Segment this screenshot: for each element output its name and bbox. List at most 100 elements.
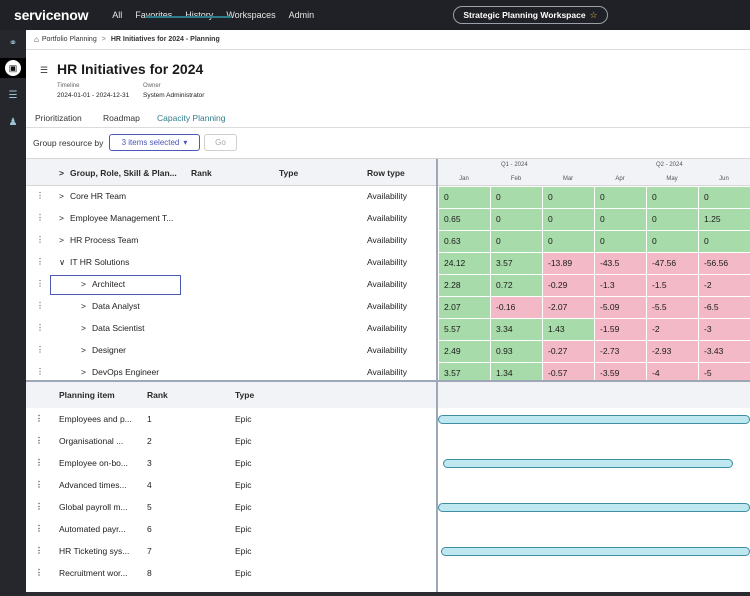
capacity-cell[interactable]: 1.34 [491,363,542,384]
chevron-right-icon[interactable]: > [81,367,86,377]
capacity-cell[interactable]: 0 [439,187,490,208]
more-options-icon[interactable]: ⋮ [35,414,43,423]
nav-favorites[interactable]: Favorites [135,10,173,20]
more-options-icon[interactable]: ⋮ [35,546,43,555]
expand-all-icon[interactable]: > [59,168,64,178]
chevron-right-icon[interactable]: > [81,301,86,311]
star-icon[interactable]: ☆ [589,9,598,20]
chevron-right-icon[interactable]: > [59,191,64,201]
chevron-right-icon[interactable]: > [81,323,86,333]
nav-admin[interactable]: Admin [288,10,315,20]
more-options-icon[interactable]: ⋮ [35,524,43,533]
chevron-down-icon[interactable]: ∨ [59,257,66,267]
planning-item-name[interactable]: Organisational ... [59,436,124,446]
more-options-icon[interactable]: ⋮ [35,568,43,577]
drag-handle-icon[interactable]: ⋮ [36,257,44,266]
capacity-cell[interactable]: -3.43 [699,341,750,362]
capacity-cell[interactable]: -5.5 [647,297,698,318]
home-icon[interactable]: ⌂ [34,35,39,44]
servicenow-logo[interactable]: servicenow [14,7,89,23]
capacity-cell[interactable]: -3 [699,319,750,340]
drag-handle-icon[interactable]: ⋮ [36,279,44,288]
capacity-cell[interactable]: 0 [491,209,542,230]
capacity-row[interactable]: ⋮ > Architect Availability [26,274,436,296]
capacity-cell[interactable]: 3.57 [491,253,542,274]
col-row-type[interactable]: Row type [367,168,405,178]
planning-item-name[interactable]: Global payroll m... [59,502,128,512]
drag-handle-icon[interactable]: ⋮ [36,323,44,332]
planning-row[interactable]: ⋮ HR Ticketing sys... 7 Epic [26,541,436,563]
roadmap-bar[interactable] [438,503,750,512]
more-options-icon[interactable]: ⋮ [35,480,43,489]
chevron-right-icon[interactable]: > [59,213,64,223]
capacity-row[interactable]: ⋮ > Employee Management T... Availability [26,208,436,230]
people-icon[interactable]: ♟ [8,116,18,128]
tab-prioritization[interactable]: Prioritization [35,113,82,123]
capacity-cell[interactable]: -6.5 [699,297,750,318]
planning-item-name[interactable]: HR Ticketing sys... [59,546,130,556]
col-type[interactable]: Type [279,168,299,178]
planning-item-name[interactable]: Employee on-bo... [59,458,128,468]
tab-roadmap[interactable]: Roadmap [103,113,140,123]
menu-icon[interactable]: ☰ [40,65,49,75]
capacity-cell[interactable]: -0.29 [543,275,594,296]
planning-row[interactable]: ⋮ Employee on-bo... 3 Epic [26,453,436,475]
planning-row[interactable]: ⋮ Recruitment wor... 8 Epic [26,563,436,585]
capacity-cell[interactable]: -2.93 [647,341,698,362]
lightbulb-icon[interactable]: ⚭ [8,37,18,49]
capacity-cell[interactable]: -47.56 [647,253,698,274]
capacity-cell[interactable]: 0.63 [439,231,490,252]
capacity-cell[interactable]: 3.34 [491,319,542,340]
planning-row[interactable]: ⋮ Advanced times... 4 Epic [26,475,436,497]
capacity-cell[interactable]: -2.07 [543,297,594,318]
group-resource-select[interactable]: 3 items selected ▾ [109,134,200,151]
capacity-cell[interactable]: 2.07 [439,297,490,318]
capacity-row[interactable]: ⋮ > Data Scientist Availability [26,318,436,340]
capacity-cell[interactable]: -0.57 [543,363,594,384]
planning-row[interactable]: ⋮ Automated payr... 6 Epic [26,519,436,541]
capacity-cell[interactable]: 1.25 [699,209,750,230]
workspace-switcher[interactable]: Strategic Planning Workspace ☆ [453,6,608,24]
col-plan-rank[interactable]: Rank [147,390,168,400]
breadcrumb-portfolio[interactable]: Portfolio Planning [41,36,97,43]
planning-item-name[interactable]: Advanced times... [59,480,127,490]
col-rank[interactable]: Rank [191,168,212,178]
capacity-cell[interactable]: -2.73 [595,341,646,362]
capacity-cell[interactable]: 1.43 [543,319,594,340]
capacity-cell[interactable]: -5 [699,363,750,384]
capacity-cell[interactable]: -0.16 [491,297,542,318]
capacity-cell[interactable]: -4 [647,363,698,384]
capacity-cell[interactable]: 0 [491,231,542,252]
drag-handle-icon[interactable]: ⋮ [36,345,44,354]
capacity-cell[interactable]: -1.5 [647,275,698,296]
drag-handle-icon[interactable]: ⋮ [36,191,44,200]
roadmap-bar[interactable] [441,547,750,556]
capacity-cell[interactable]: -56.56 [699,253,750,274]
planning-row[interactable]: ⋮ Global payroll m... 5 Epic [26,497,436,519]
capacity-cell[interactable]: 2.49 [439,341,490,362]
capacity-cell[interactable]: 0 [595,231,646,252]
capacity-row[interactable]: ⋮ > Designer Availability [26,340,436,362]
grid-splitter[interactable] [436,159,438,381]
capacity-cell[interactable]: 0.65 [439,209,490,230]
planning-row[interactable]: ⋮ Employees and p... 1 Epic [26,409,436,431]
planning-row[interactable]: ⋮ Organisational ... 2 Epic [26,431,436,453]
capacity-cell[interactable]: 0 [699,187,750,208]
planning-item-name[interactable]: Employees and p... [59,414,132,424]
capacity-cell[interactable]: -5.09 [595,297,646,318]
drag-handle-icon[interactable]: ⋮ [36,213,44,222]
capacity-cell[interactable]: 0 [595,187,646,208]
capacity-row[interactable]: ⋮ > DevOps Engineer Availability [26,362,436,384]
drag-handle-icon[interactable]: ⋮ [36,367,44,376]
capacity-cell[interactable]: -43.5 [595,253,646,274]
col-plan-type[interactable]: Type [235,390,255,400]
capacity-cell[interactable]: 0.72 [491,275,542,296]
capacity-cell[interactable]: -0.27 [543,341,594,362]
chevron-right-icon[interactable]: > [81,345,86,355]
nav-workspaces[interactable]: Workspaces [226,10,276,20]
briefcase-icon[interactable]: ▣ [0,58,26,78]
capacity-cell[interactable]: 0 [543,209,594,230]
capacity-cell[interactable]: -1.3 [595,275,646,296]
capacity-row[interactable]: ⋮ > Data Analyst Availability [26,296,436,318]
more-options-icon[interactable]: ⋮ [35,458,43,467]
